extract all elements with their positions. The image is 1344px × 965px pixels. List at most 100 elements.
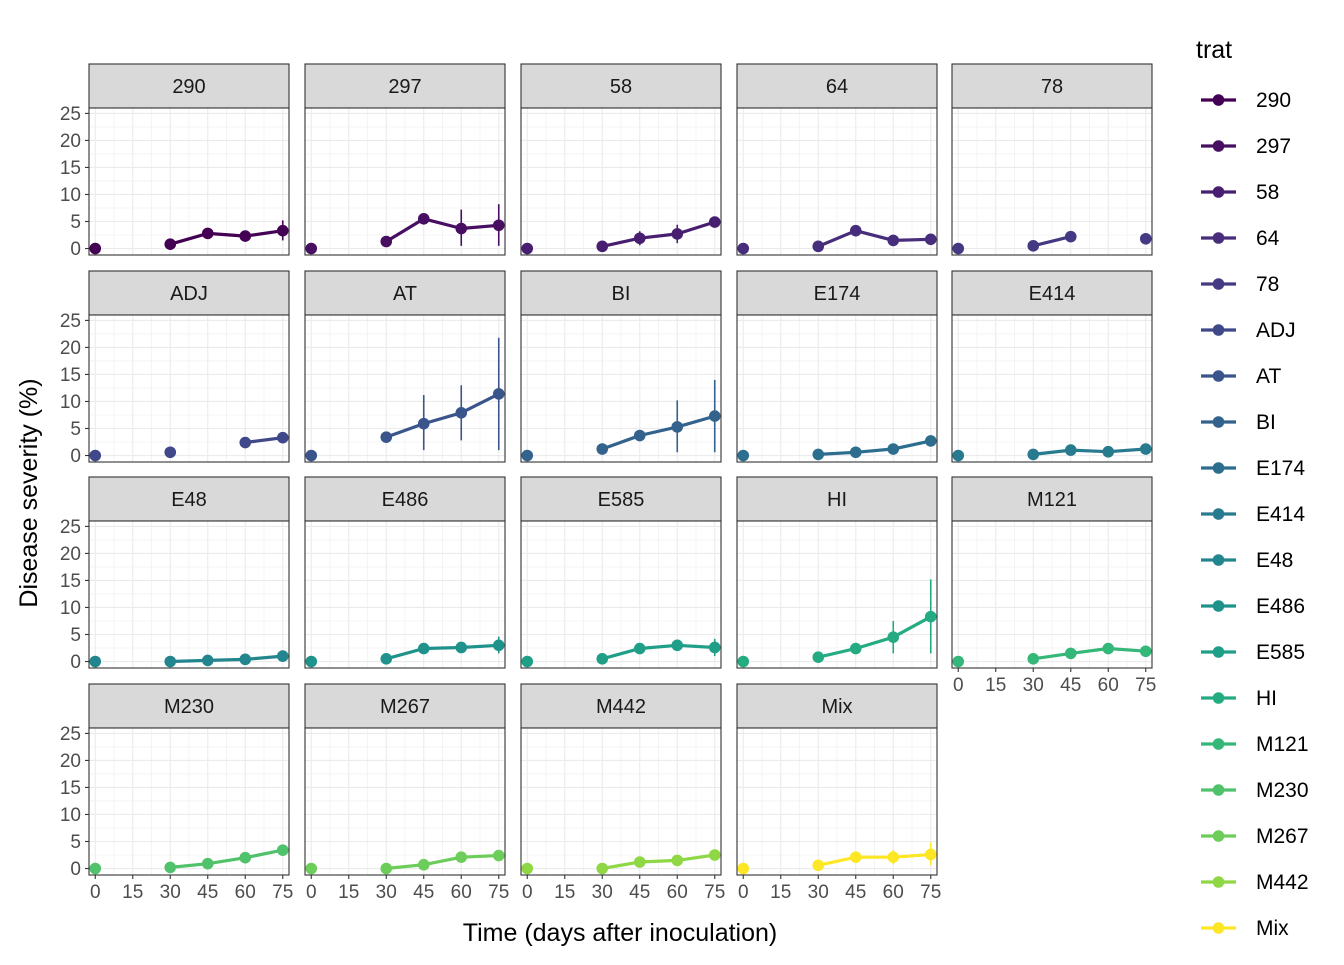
data-point-e414 (1139, 443, 1152, 455)
data-point-64 (887, 234, 900, 247)
series-line-e174 (816, 439, 933, 456)
legend-key-point-m267 (1212, 830, 1225, 842)
legend-key-point-64 (1212, 232, 1225, 244)
series-line-297 (384, 217, 501, 244)
panel-border-m121 (951, 520, 1153, 669)
series-line-bi (600, 414, 717, 451)
y-tick-label: 0 (70, 446, 81, 467)
y-tick-label: 15 (60, 571, 81, 592)
y-tick-label: 10 (60, 392, 81, 413)
series-line-at (384, 392, 501, 439)
series-line-e585 (600, 643, 717, 661)
series-line-m442 (600, 853, 717, 871)
data-point-adj (164, 446, 177, 459)
y-tick-label: 5 (70, 832, 81, 853)
panel-border-78 (951, 107, 1153, 256)
series-line-58 (600, 220, 717, 248)
y-tick-label: 5 (70, 625, 81, 646)
panel-border-mix (736, 727, 938, 876)
legend-key-point-m442 (1212, 876, 1225, 888)
data-point-e48 (164, 655, 177, 668)
data-point-adj (276, 431, 289, 444)
data-point-e585 (708, 641, 721, 654)
facet-strip-label-m121: M121 (1027, 489, 1077, 511)
facet-strip-label-m230: M230 (164, 696, 214, 718)
series-line-290 (168, 229, 285, 246)
legend-key-point-m121 (1212, 738, 1225, 750)
data-point-e414 (1027, 448, 1040, 461)
x-tick-label: 60 (667, 882, 688, 903)
data-point-297 (380, 235, 393, 248)
x-tick-label: 75 (488, 882, 509, 903)
facet-strip-label-297: 297 (388, 76, 421, 98)
data-point-78 (952, 242, 965, 255)
data-point-e486 (417, 642, 430, 655)
data-point-58 (633, 232, 646, 245)
data-point-m121 (952, 655, 965, 668)
x-tick-label: 0 (522, 882, 533, 903)
y-tick-label: 15 (60, 365, 81, 386)
data-point-e174 (924, 435, 937, 447)
data-point-e48 (276, 650, 289, 662)
data-point-58 (708, 216, 721, 228)
x-tick-label: 75 (1135, 675, 1156, 696)
legend-label-78: 78 (1256, 273, 1279, 296)
series-line-e48 (168, 654, 285, 664)
x-tick-label: 60 (883, 882, 904, 903)
legend-key-point-at (1212, 370, 1225, 382)
legend-key-point-m230 (1212, 784, 1225, 796)
data-point-m267 (417, 858, 430, 871)
data-point-m121 (1139, 645, 1152, 658)
data-point-64 (737, 242, 750, 255)
y-tick-label: 25 (60, 517, 81, 538)
data-point-e585 (633, 642, 646, 655)
facet-strip-mix (736, 683, 938, 729)
y-tick-label: 20 (60, 338, 81, 359)
data-point-at (380, 431, 393, 443)
facet-strip-label-bi: BI (612, 283, 631, 305)
data-point-e585 (521, 655, 534, 668)
data-point-e174 (812, 448, 825, 461)
facet-strip-label-58: 58 (610, 76, 632, 98)
x-tick-label: 30 (1023, 675, 1044, 696)
x-tick-label: 60 (1098, 675, 1119, 696)
x-tick-label: 45 (197, 882, 218, 903)
data-point-adj (239, 436, 252, 449)
legend-key-point-58 (1212, 186, 1225, 198)
x-tick-label: 0 (306, 882, 317, 903)
panel-border-m230 (88, 727, 290, 876)
data-point-m442 (596, 862, 609, 875)
data-point-mix (924, 848, 937, 861)
y-tick-label: 0 (70, 239, 81, 260)
facet-strip-m442 (520, 683, 722, 729)
facet-strip-label-e486: E486 (382, 489, 429, 511)
panel-border-e414 (951, 314, 1153, 463)
series-line-hi (816, 615, 933, 659)
data-point-64 (812, 240, 825, 253)
data-point-290 (239, 230, 252, 242)
data-point-m121 (1027, 653, 1040, 665)
facet-strip-e414 (951, 270, 1153, 316)
facet-strip-label-m267: M267 (380, 696, 430, 718)
data-point-e486 (305, 655, 318, 668)
data-point-hi (812, 651, 825, 663)
y-tick-label: 15 (60, 158, 81, 179)
x-tick-label: 30 (808, 882, 829, 903)
x-tick-label: 60 (451, 882, 472, 903)
series-line-e486 (384, 643, 501, 661)
data-point-64 (849, 224, 862, 237)
facet-strip-label-e48: E48 (171, 489, 207, 511)
data-point-m230 (164, 861, 177, 874)
series-line-adj (243, 436, 285, 445)
legend-label-m442: M442 (1256, 871, 1309, 894)
data-point-mix (887, 851, 900, 863)
panel-border-297 (304, 107, 506, 256)
facet-strip-bi (520, 270, 722, 316)
data-point-297 (417, 212, 430, 225)
panel-border-hi (736, 520, 938, 669)
legend-label-at: AT (1256, 365, 1281, 388)
x-tick-label: 30 (376, 882, 397, 903)
facet-strip-label-290: 290 (172, 76, 205, 98)
legend-label-58: 58 (1256, 181, 1279, 204)
